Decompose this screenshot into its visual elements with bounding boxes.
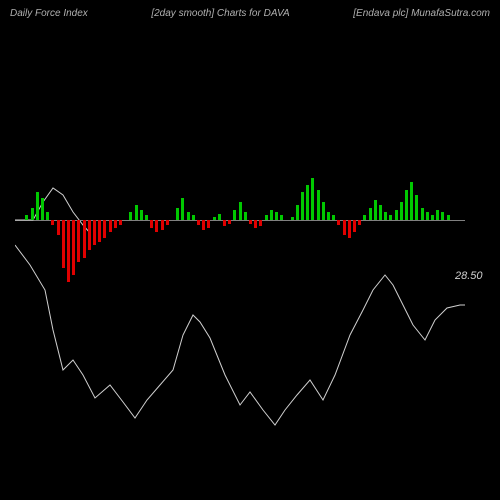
chart-header: Daily Force Index [2day smooth] Charts f…: [0, 8, 500, 19]
force-bar: [57, 220, 60, 235]
force-bar: [384, 212, 387, 220]
force-bar: [332, 215, 335, 220]
force-bar: [374, 200, 377, 220]
force-bar: [311, 178, 314, 220]
force-bar: [405, 190, 408, 220]
force-bar: [218, 214, 221, 220]
price-label: 28.50: [455, 270, 483, 282]
force-bar: [72, 220, 75, 275]
force-bar: [244, 212, 247, 220]
force-bar: [348, 220, 351, 238]
force-bar: [25, 215, 28, 220]
force-bar: [36, 192, 39, 220]
force-bar: [379, 205, 382, 220]
force-bar: [400, 202, 403, 220]
force-bar: [395, 210, 398, 220]
force-bar: [197, 220, 200, 225]
lower-line: [15, 245, 465, 425]
force-bar: [447, 215, 450, 220]
header-right: [Endava plc] MunafaSutra.com: [353, 8, 490, 19]
force-bar: [431, 215, 434, 220]
force-bar: [88, 220, 91, 250]
force-bar: [145, 215, 148, 220]
force-bar: [280, 215, 283, 220]
force-bar: [41, 198, 44, 220]
force-bar: [415, 195, 418, 220]
force-bar: [166, 220, 169, 225]
force-bar: [109, 220, 112, 232]
force-bar: [161, 220, 164, 230]
force-bar: [254, 220, 257, 228]
force-bar: [389, 215, 392, 220]
force-bar: [358, 220, 361, 225]
force-bar: [296, 205, 299, 220]
force-bar: [270, 210, 273, 220]
force-bar: [77, 220, 80, 262]
force-bar: [291, 217, 294, 220]
force-bar: [317, 190, 320, 220]
force-bar: [207, 220, 210, 228]
force-bar: [233, 210, 236, 220]
force-bar: [140, 210, 143, 220]
force-bar: [114, 220, 117, 228]
force-bar: [327, 212, 330, 220]
force-bar: [259, 220, 262, 226]
header-middle: [2day smooth] Charts for DAVA: [151, 8, 289, 19]
force-bar: [353, 220, 356, 232]
force-bar: [181, 198, 184, 220]
force-bar: [410, 182, 413, 220]
force-bar: [301, 192, 304, 220]
force-bar: [363, 215, 366, 220]
force-bar: [223, 220, 226, 226]
force-bar: [275, 212, 278, 220]
force-bar: [46, 212, 49, 220]
force-bar: [103, 220, 106, 238]
force-bar: [436, 210, 439, 220]
force-bar: [119, 220, 122, 225]
force-bar: [51, 220, 54, 225]
force-bar: [202, 220, 205, 230]
force-bar: [337, 220, 340, 225]
force-bar: [213, 217, 216, 220]
force-bar: [129, 212, 132, 220]
force-bar: [441, 212, 444, 220]
force-bar: [426, 212, 429, 220]
force-bar: [150, 220, 153, 228]
force-bar: [306, 185, 309, 220]
force-bar: [187, 212, 190, 220]
force-bar: [249, 220, 252, 224]
force-bar: [239, 202, 242, 220]
force-bar: [135, 205, 138, 220]
chart-area: [15, 30, 465, 485]
force-bar: [31, 208, 34, 220]
force-bar: [176, 208, 179, 220]
force-bar: [322, 202, 325, 220]
force-bar: [369, 208, 372, 220]
force-bar: [421, 208, 424, 220]
force-bar: [83, 220, 86, 258]
force-bar: [93, 220, 96, 245]
force-bar: [67, 220, 70, 282]
force-bar: [265, 215, 268, 220]
header-left: Daily Force Index: [10, 8, 88, 19]
force-bar: [343, 220, 346, 235]
force-bar: [155, 220, 158, 232]
force-bar: [98, 220, 101, 242]
force-bar: [228, 220, 231, 224]
force-bar: [62, 220, 65, 268]
force-bar: [192, 215, 195, 220]
